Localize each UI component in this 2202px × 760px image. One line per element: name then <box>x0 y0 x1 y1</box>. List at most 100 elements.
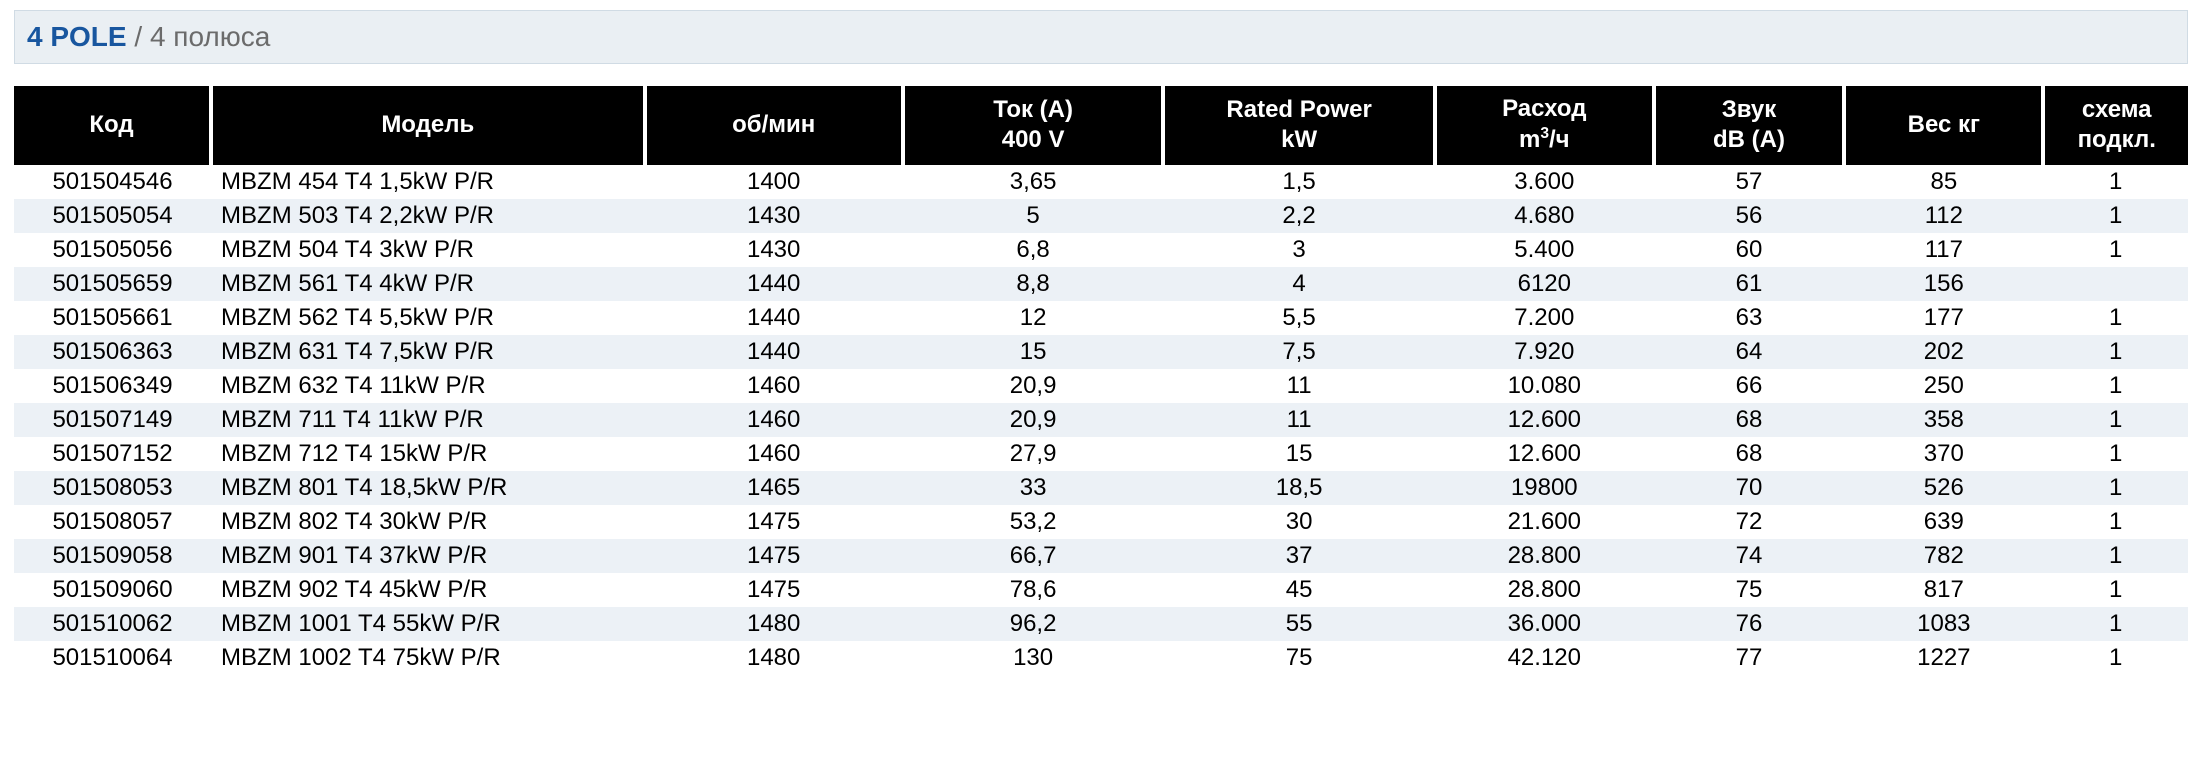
table-row: 501504546MBZM 454 T4 1,5kW P/R14003,651,… <box>14 165 2188 199</box>
cell-flow: 42.120 <box>1435 641 1654 675</box>
cell-noise: 68 <box>1654 403 1844 437</box>
cell-power: 2,2 <box>1163 199 1434 233</box>
cell-weight: 370 <box>1844 437 2043 471</box>
cell-scheme <box>2043 267 2188 301</box>
cell-model: MBZM 1002 T4 75kW P/R <box>211 641 644 675</box>
cell-scheme: 1 <box>2043 607 2188 641</box>
cell-model: MBZM 711 T4 11kW P/R <box>211 403 644 437</box>
cell-power: 4 <box>1163 267 1434 301</box>
cell-rpm: 1480 <box>645 641 903 675</box>
cell-model: MBZM 712 T4 15kW P/R <box>211 437 644 471</box>
cell-amp: 20,9 <box>903 369 1164 403</box>
cell-flow: 19800 <box>1435 471 1654 505</box>
table-row: 501507149MBZM 711 T4 11kW P/R146020,9111… <box>14 403 2188 437</box>
cell-scheme: 1 <box>2043 199 2188 233</box>
cell-weight: 177 <box>1844 301 2043 335</box>
cell-noise: 57 <box>1654 165 1844 199</box>
cell-scheme: 1 <box>2043 301 2188 335</box>
cell-model: MBZM 802 T4 30kW P/R <box>211 505 644 539</box>
cell-rpm: 1440 <box>645 301 903 335</box>
table-row: 501505661MBZM 562 T4 5,5kW P/R1440125,57… <box>14 301 2188 335</box>
cell-code: 501508057 <box>14 505 211 539</box>
cell-scheme: 1 <box>2043 403 2188 437</box>
cell-flow: 28.800 <box>1435 573 1654 607</box>
cell-power: 1,5 <box>1163 165 1434 199</box>
cell-flow: 36.000 <box>1435 607 1654 641</box>
col-header-model: Модель <box>211 86 644 165</box>
cell-flow: 28.800 <box>1435 539 1654 573</box>
cell-code: 501506363 <box>14 335 211 369</box>
cell-rpm: 1465 <box>645 471 903 505</box>
cell-noise: 64 <box>1654 335 1844 369</box>
cell-scheme: 1 <box>2043 505 2188 539</box>
cell-code: 501505054 <box>14 199 211 233</box>
cell-power: 15 <box>1163 437 1434 471</box>
cell-power: 37 <box>1163 539 1434 573</box>
cell-amp: 33 <box>903 471 1164 505</box>
cell-noise: 61 <box>1654 267 1844 301</box>
cell-power: 3 <box>1163 233 1434 267</box>
cell-noise: 56 <box>1654 199 1844 233</box>
cell-weight: 782 <box>1844 539 2043 573</box>
cell-model: MBZM 1001 T4 55kW P/R <box>211 607 644 641</box>
cell-weight: 358 <box>1844 403 2043 437</box>
cell-rpm: 1480 <box>645 607 903 641</box>
cell-power: 75 <box>1163 641 1434 675</box>
cell-rpm: 1460 <box>645 437 903 471</box>
table-row: 501509060MBZM 902 T4 45kW P/R147578,6452… <box>14 573 2188 607</box>
cell-amp: 66,7 <box>903 539 1164 573</box>
cell-scheme: 1 <box>2043 335 2188 369</box>
title-thin: 4 полюса <box>150 21 270 52</box>
cell-rpm: 1475 <box>645 573 903 607</box>
cell-rpm: 1440 <box>645 335 903 369</box>
cell-amp: 130 <box>903 641 1164 675</box>
spec-table: КодМодельоб/минТок (А)400 VRated PowerkW… <box>14 86 2188 675</box>
section-title: 4 POLE / 4 полюса <box>14 10 2188 64</box>
cell-noise: 72 <box>1654 505 1844 539</box>
cell-flow: 3.600 <box>1435 165 1654 199</box>
cell-amp: 78,6 <box>903 573 1164 607</box>
cell-code: 501508053 <box>14 471 211 505</box>
table-row: 501506349MBZM 632 T4 11kW P/R146020,9111… <box>14 369 2188 403</box>
cell-noise: 66 <box>1654 369 1844 403</box>
table-row: 501510062MBZM 1001 T4 55kW P/R148096,255… <box>14 607 2188 641</box>
cell-flow: 7.920 <box>1435 335 1654 369</box>
cell-model: MBZM 503 T4 2,2kW P/R <box>211 199 644 233</box>
cell-flow: 5.400 <box>1435 233 1654 267</box>
table-row: 501508057MBZM 802 T4 30kW P/R147553,2302… <box>14 505 2188 539</box>
cell-rpm: 1460 <box>645 369 903 403</box>
cell-noise: 74 <box>1654 539 1844 573</box>
cell-rpm: 1400 <box>645 165 903 199</box>
col-header-amp: Ток (А)400 V <box>903 86 1164 165</box>
cell-scheme: 1 <box>2043 165 2188 199</box>
cell-amp: 20,9 <box>903 403 1164 437</box>
table-header-row: КодМодельоб/минТок (А)400 VRated PowerkW… <box>14 86 2188 165</box>
cell-scheme: 1 <box>2043 573 2188 607</box>
col-header-flow: Расходm3/ч <box>1435 86 1654 165</box>
table-row: 501509058MBZM 901 T4 37kW P/R147566,7372… <box>14 539 2188 573</box>
cell-scheme: 1 <box>2043 471 2188 505</box>
col-header-power: Rated PowerkW <box>1163 86 1434 165</box>
cell-code: 501510062 <box>14 607 211 641</box>
cell-weight: 1227 <box>1844 641 2043 675</box>
cell-noise: 63 <box>1654 301 1844 335</box>
cell-model: MBZM 562 T4 5,5kW P/R <box>211 301 644 335</box>
cell-weight: 639 <box>1844 505 2043 539</box>
cell-weight: 250 <box>1844 369 2043 403</box>
cell-rpm: 1460 <box>645 403 903 437</box>
cell-power: 30 <box>1163 505 1434 539</box>
cell-amp: 53,2 <box>903 505 1164 539</box>
cell-amp: 3,65 <box>903 165 1164 199</box>
cell-power: 5,5 <box>1163 301 1434 335</box>
table-row: 501508053MBZM 801 T4 18,5kW P/R14653318,… <box>14 471 2188 505</box>
cell-scheme: 1 <box>2043 641 2188 675</box>
cell-weight: 117 <box>1844 233 2043 267</box>
cell-model: MBZM 901 T4 37kW P/R <box>211 539 644 573</box>
cell-amp: 5 <box>903 199 1164 233</box>
cell-model: MBZM 632 T4 11kW P/R <box>211 369 644 403</box>
cell-model: MBZM 504 T4 3kW P/R <box>211 233 644 267</box>
cell-rpm: 1475 <box>645 505 903 539</box>
table-row: 501510064MBZM 1002 T4 75kW P/R1480130754… <box>14 641 2188 675</box>
cell-amp: 6,8 <box>903 233 1164 267</box>
cell-flow: 10.080 <box>1435 369 1654 403</box>
